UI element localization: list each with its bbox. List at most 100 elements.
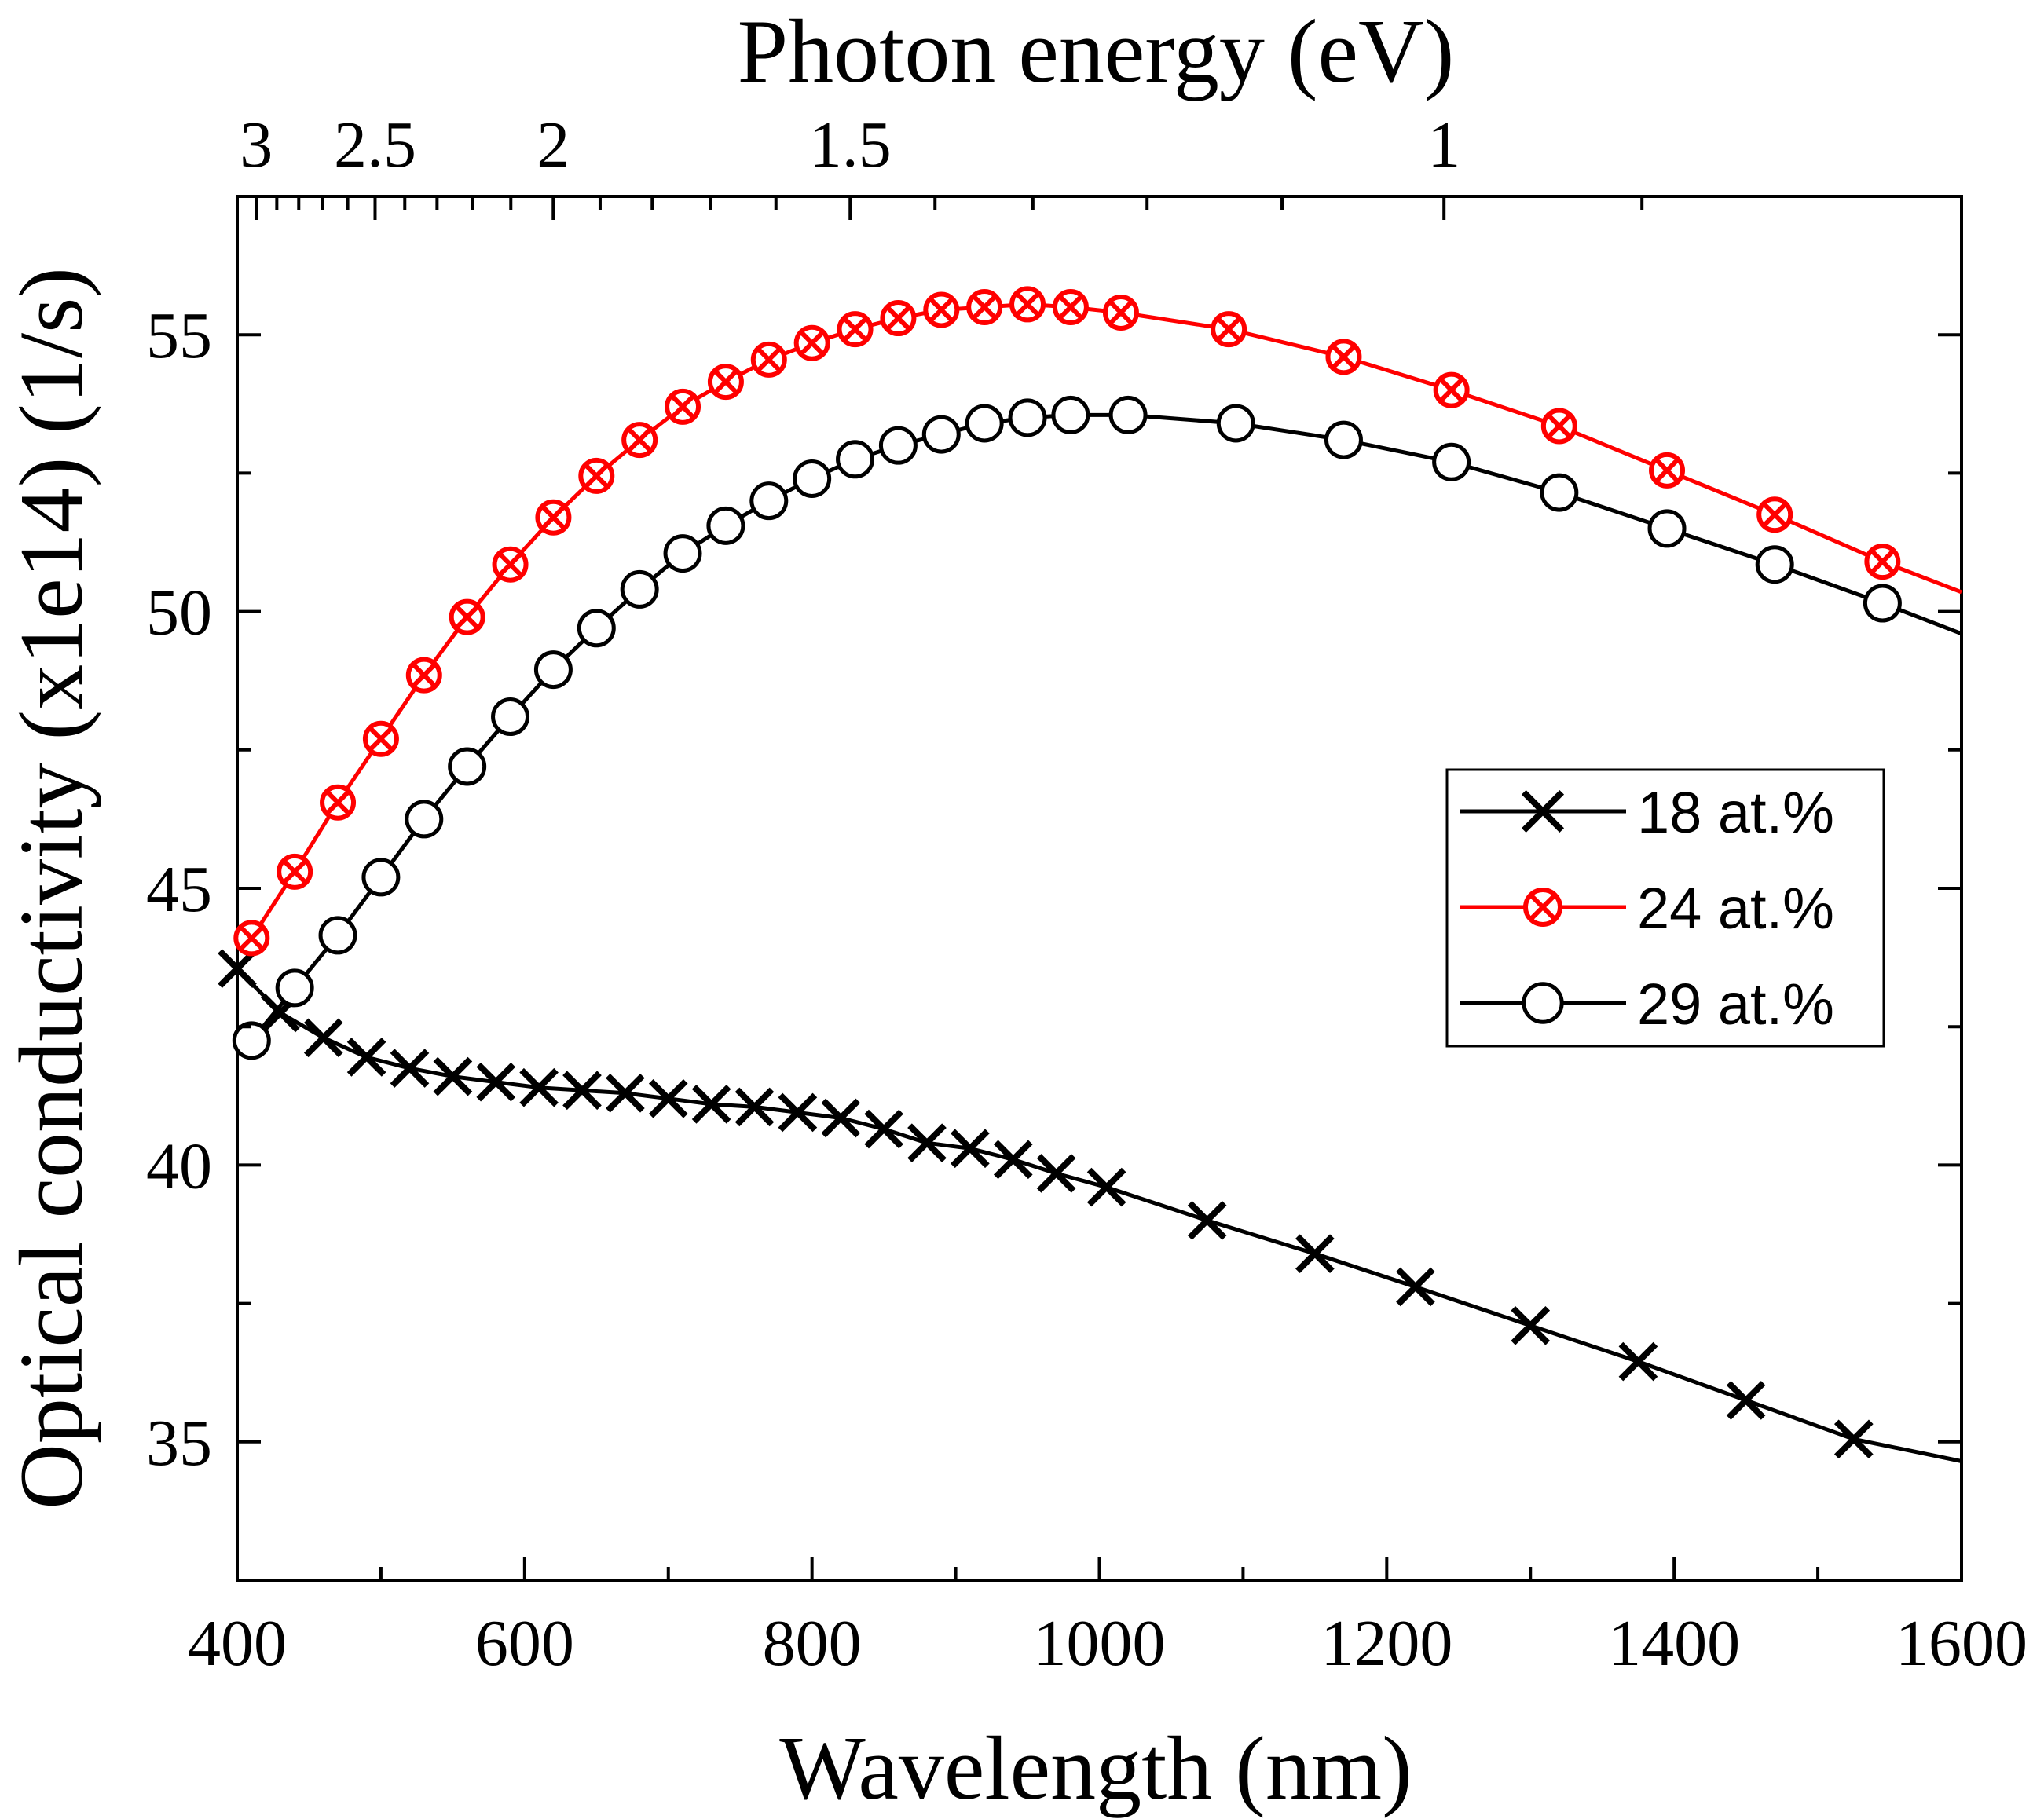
y-axis-title: Optical conductivity (x1e14) (1/s): [2, 267, 102, 1510]
data-point: [1211, 311, 1247, 348]
data-point: [535, 499, 572, 536]
x-tick-label: 1000: [1034, 1607, 1166, 1680]
data-point: [734, 1087, 775, 1127]
marker-stroke: [1762, 502, 1788, 528]
data-point: [519, 1067, 559, 1107]
data-point: [620, 569, 659, 609]
data-point: [923, 291, 960, 328]
data-point: [1540, 473, 1579, 512]
top-tick-label: 1.5: [809, 108, 892, 181]
marker-ring: [706, 506, 745, 545]
marker-stroke: [476, 1062, 516, 1102]
marker-stroke: [562, 1071, 602, 1111]
legend-item: 18 at.%: [1460, 780, 1834, 845]
data-point: [277, 853, 313, 890]
y-tick-label: 45: [146, 853, 212, 926]
data-point: [1523, 888, 1562, 927]
data-point: [390, 1049, 430, 1088]
data-point: [1511, 1305, 1551, 1345]
data-point: [951, 1129, 990, 1169]
series-2: [233, 286, 1962, 957]
marker-stroke: [1014, 291, 1041, 317]
marker-stroke: [433, 1056, 473, 1096]
data-point: [562, 1071, 602, 1111]
data-point: [405, 800, 444, 839]
marker-ring: [533, 650, 573, 690]
data-point: [878, 426, 918, 465]
data-point: [1295, 1234, 1335, 1273]
data-point: [218, 949, 257, 989]
data-point: [1009, 286, 1046, 323]
marker-ring: [1051, 395, 1090, 434]
data-point: [1396, 1267, 1435, 1307]
x-tick-label: 1600: [1896, 1607, 2028, 1680]
marker-stroke: [1870, 549, 1896, 575]
marker-ring: [1108, 395, 1148, 434]
marker-ring: [405, 800, 444, 839]
marker-stroke: [390, 1049, 430, 1088]
data-point: [275, 968, 314, 1008]
legend: 18 at.% 24 at.% 29 at.%: [1445, 768, 1885, 1048]
data-point: [1522, 982, 1564, 1024]
marker-stroke: [1057, 294, 1084, 320]
data-point: [836, 440, 875, 479]
marker-ring: [793, 459, 832, 498]
data-point: [907, 1123, 947, 1163]
data-point: [1864, 544, 1901, 580]
data-point: [864, 1109, 903, 1149]
marker-ring: [1008, 398, 1047, 437]
data-point: [449, 598, 485, 635]
data-point: [965, 404, 1004, 443]
data-point: [1051, 395, 1090, 434]
data-point: [232, 1021, 271, 1060]
marker-ring: [965, 404, 1004, 443]
data-point: [706, 506, 745, 545]
marker-stroke: [648, 1078, 688, 1118]
marker-stroke: [454, 604, 480, 630]
marker-stroke: [1438, 377, 1464, 403]
legend-label: 24 at.%: [1637, 876, 1834, 941]
y-tick-label: 50: [146, 576, 212, 650]
y-tick-label: 40: [146, 1129, 212, 1202]
marker-stroke: [324, 789, 351, 815]
marker-stroke: [411, 662, 437, 688]
x-axis-title: Wavelength (nm): [779, 1718, 1412, 1819]
marker-ring: [491, 697, 530, 737]
marker-ring: [1432, 442, 1471, 481]
marker-stroke: [540, 504, 566, 530]
marker-stroke: [1511, 1305, 1551, 1345]
data-point: [1833, 1419, 1874, 1459]
marker-stroke: [1726, 1381, 1766, 1420]
marker-stroke: [885, 305, 911, 331]
data-point: [621, 422, 658, 459]
marker-ring: [1540, 473, 1579, 512]
marker-stroke: [691, 1085, 731, 1124]
marker-stroke: [303, 1018, 343, 1058]
data-point: [1540, 408, 1577, 445]
marker-stroke: [519, 1067, 559, 1107]
data-point: [433, 1056, 473, 1096]
data-point: [880, 300, 917, 337]
data-point: [1102, 295, 1139, 331]
data-point: [1521, 789, 1565, 833]
marker-ring: [361, 858, 401, 897]
series-layer: [218, 286, 1962, 1463]
marker-stroke: [734, 1087, 775, 1127]
data-point: [821, 1098, 861, 1138]
top-axis-title: Photon energy (eV): [738, 2, 1455, 102]
legend-items: 18 at.% 24 at.% 29 at.%: [1460, 780, 1834, 1037]
x-tick-label: 800: [763, 1607, 862, 1680]
marker-stroke: [821, 1098, 861, 1138]
marker-ring: [1522, 982, 1564, 1024]
marker-stroke: [1295, 1234, 1335, 1273]
marker-stroke: [1108, 299, 1134, 326]
marker-ring: [1863, 584, 1902, 623]
marker-stroke: [756, 346, 782, 373]
data-point: [346, 1038, 386, 1077]
data-point: [1756, 496, 1793, 533]
marker-stroke: [1654, 457, 1680, 483]
data-point: [1647, 509, 1687, 548]
marker-stroke: [1529, 893, 1557, 921]
top-tick-label: 2: [537, 108, 570, 181]
